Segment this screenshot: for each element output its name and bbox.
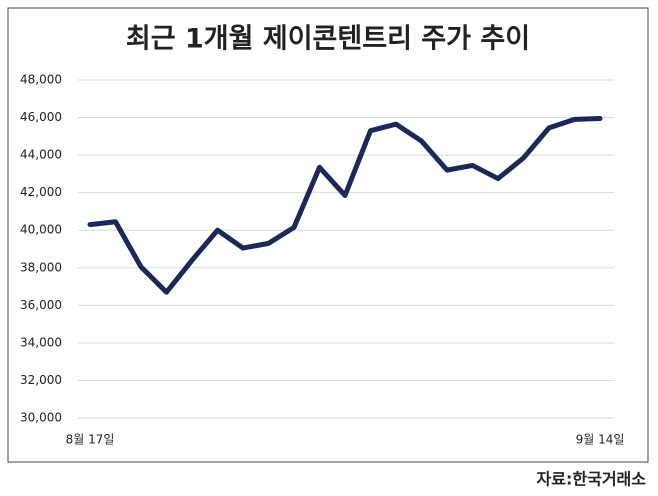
chart-title: 최근 1개월 제이콘텐트리 주가 추이	[126, 24, 530, 55]
price-line	[87, 115, 603, 295]
x-tick-label: 8월 17일	[66, 433, 115, 447]
y-tick-label: 34,000	[20, 335, 62, 349]
chart-frame	[7, 7, 649, 463]
y-tick-label: 48,000	[20, 73, 62, 87]
y-tick-label: 40,000	[20, 223, 62, 237]
y-tick-label: 38,000	[20, 260, 62, 274]
y-tick-label: 42,000	[20, 185, 62, 199]
y-tick-label: 30,000	[20, 411, 62, 425]
y-tick-label: 32,000	[20, 373, 62, 387]
x-tick-label: 9월 14일	[576, 433, 625, 447]
y-tick-label: 44,000	[20, 148, 62, 162]
y-tick-label: 36,000	[20, 298, 62, 312]
y-tick-label: 46,000	[20, 110, 62, 124]
source: 자료:한국거래소	[537, 470, 647, 489]
